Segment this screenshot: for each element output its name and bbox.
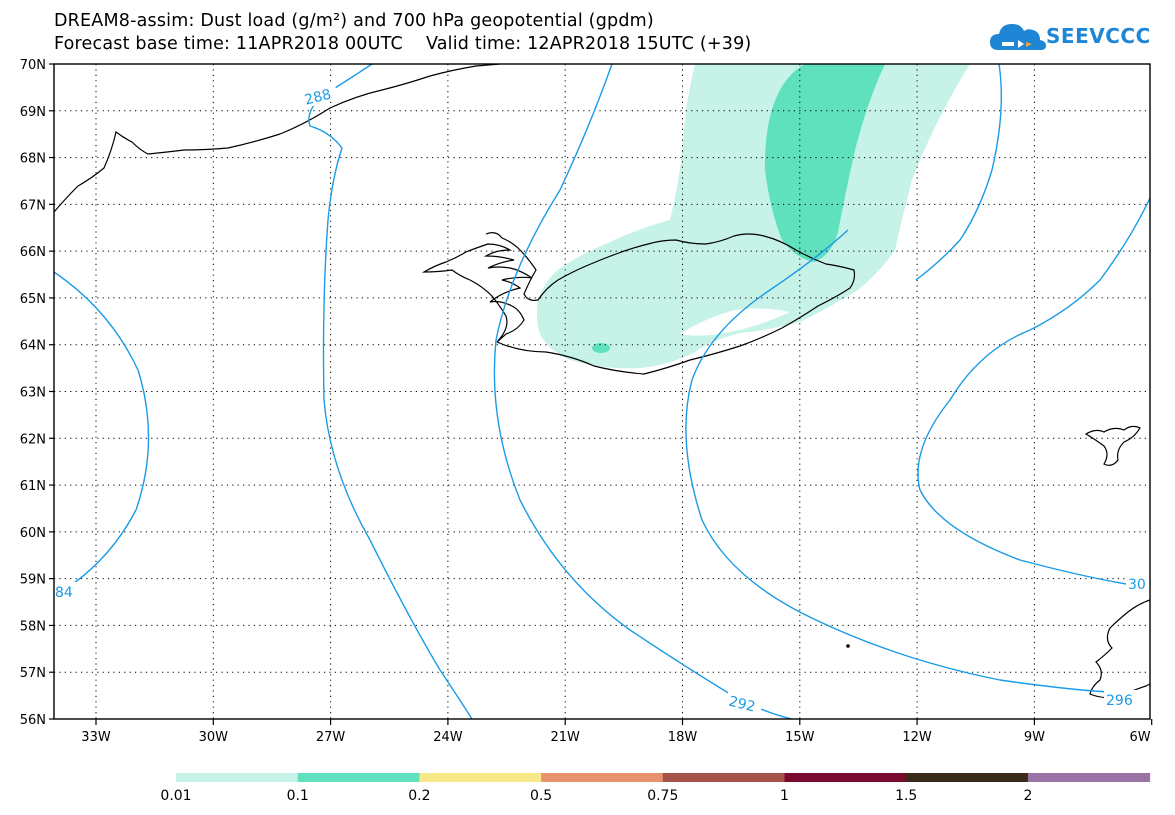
colorbar-swatch bbox=[176, 773, 299, 782]
colorbar-swatch bbox=[1027, 773, 1151, 782]
contour-292 bbox=[493, 64, 793, 719]
coastline-norway bbox=[1089, 599, 1150, 699]
contour-300-south bbox=[917, 197, 1150, 585]
lat-label: 69N bbox=[20, 105, 46, 120]
lat-label: 66N bbox=[20, 245, 46, 260]
contour-label-288: 288 bbox=[303, 87, 333, 109]
lon-label: 6W bbox=[1129, 730, 1150, 745]
axis-ticks bbox=[49, 63, 1153, 725]
lat-label: 63N bbox=[20, 386, 46, 401]
colorbar-swatch bbox=[297, 773, 420, 782]
coastline-greenland bbox=[54, 64, 501, 213]
lon-label: 12W bbox=[902, 730, 932, 745]
colorbar-label: 0.01 bbox=[160, 788, 191, 804]
colorbar-swatch bbox=[419, 773, 542, 782]
colorbar-label: 2 bbox=[1023, 788, 1032, 804]
colorbar-label: 1.5 bbox=[895, 788, 917, 804]
colorbar-label: 0.5 bbox=[530, 788, 552, 804]
dust-area-light bbox=[536, 64, 970, 369]
contour-label-292: 292 bbox=[727, 694, 757, 716]
colorbar-swatch bbox=[906, 773, 1029, 782]
seevccc-logo: SEEVCCC bbox=[988, 16, 1168, 60]
lon-label: 18W bbox=[668, 730, 698, 745]
dust-spot-medium bbox=[592, 343, 610, 353]
lat-label: 61N bbox=[20, 479, 46, 494]
contour-300 bbox=[915, 64, 1003, 281]
contour-labels: 288 292 84 30 296 bbox=[54, 82, 1150, 717]
lon-label: 21W bbox=[550, 730, 580, 745]
graticule bbox=[54, 64, 1150, 719]
lon-label: 33W bbox=[81, 730, 111, 745]
colorbar bbox=[176, 773, 1151, 782]
coastline-iceland bbox=[421, 243, 533, 343]
lat-label: 65N bbox=[20, 292, 46, 307]
lat-label: 62N bbox=[20, 432, 46, 447]
lat-label: 67N bbox=[20, 198, 46, 213]
lon-label: 9W bbox=[1024, 730, 1045, 745]
colorbar-swatch bbox=[662, 773, 785, 782]
colorbar-label: 1 bbox=[780, 788, 789, 804]
dust-area-medium bbox=[764, 64, 885, 262]
contour-label-284: 84 bbox=[55, 585, 73, 601]
colorbar-swatch bbox=[541, 773, 664, 782]
colorbar-label: 0.75 bbox=[647, 788, 678, 804]
coastlines bbox=[54, 64, 1150, 699]
contour-284 bbox=[54, 271, 150, 591]
lat-label: 60N bbox=[20, 526, 46, 541]
lat-label: 64N bbox=[20, 339, 46, 354]
lon-label: 24W bbox=[433, 730, 463, 745]
geopotential-contours bbox=[54, 64, 1150, 719]
lat-label: 57N bbox=[20, 666, 46, 681]
lat-label: 68N bbox=[20, 152, 46, 167]
colorbar-swatch bbox=[784, 773, 907, 782]
colorbar-labels: 0.01 0.1 0.2 0.5 0.75 1 1.5 2 bbox=[160, 788, 1032, 804]
lat-label: 70N bbox=[20, 58, 46, 73]
contour-288 bbox=[308, 64, 473, 719]
lon-label: 15W bbox=[785, 730, 815, 745]
colorbar-label: 0.1 bbox=[287, 788, 309, 804]
longitude-labels: 33W 30W 27W 24W 21W 18W 15W 12W 9W 6W bbox=[81, 730, 1150, 745]
lon-label: 30W bbox=[199, 730, 229, 745]
lat-label: 58N bbox=[20, 619, 46, 634]
cloud-logo-icon bbox=[990, 24, 1046, 50]
contour-296 bbox=[685, 229, 1111, 693]
map-frame bbox=[53, 63, 1151, 720]
contour-label-296: 296 bbox=[1106, 693, 1133, 709]
colorbar-label: 0.2 bbox=[408, 788, 430, 804]
map-subtitle: Forecast base time: 11APR2018 00UTC Vali… bbox=[54, 34, 752, 54]
latitude-labels: 70N 69N 68N 67N 66N 65N 64N 63N 62N 61N 60N 59N 58N 5… bbox=[20, 58, 46, 728]
lat-label: 56N bbox=[20, 713, 46, 728]
contour-label-300: 30 bbox=[1128, 577, 1146, 593]
lat-label: 59N bbox=[20, 573, 46, 588]
lon-label: 27W bbox=[316, 730, 346, 745]
logo-text: SEEVCCC bbox=[1046, 24, 1151, 48]
map-title: DREAM8-assim: Dust load (g/m²) and 700 h… bbox=[54, 11, 654, 31]
coastline-faroe bbox=[1084, 425, 1141, 466]
